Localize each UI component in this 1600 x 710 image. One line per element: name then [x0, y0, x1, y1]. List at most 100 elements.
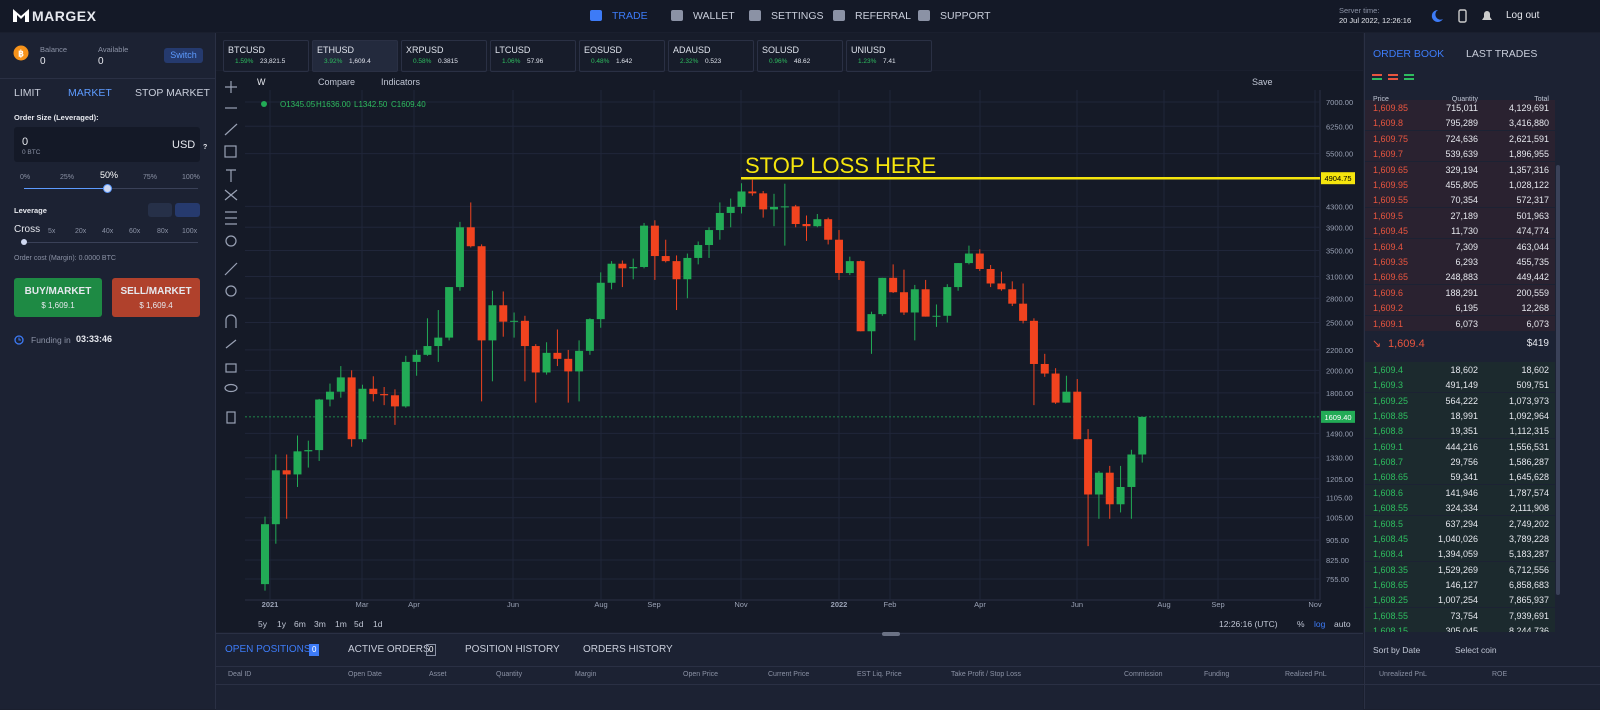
positions-tab[interactable]: OPEN POSITIONS: [225, 644, 311, 655]
positions-tab[interactable]: ACTIVE ORDERS: [348, 644, 430, 655]
book-row[interactable]: [1365, 269, 1555, 285]
book-row[interactable]: [1365, 607, 1555, 623]
percent-toggle[interactable]: %: [1297, 619, 1305, 629]
order-tab[interactable]: LIMIT: [14, 87, 41, 99]
ticker[interactable]: [846, 40, 932, 72]
header-icons[interactable]: [1430, 8, 1500, 24]
range-button[interactable]: 5d: [354, 619, 364, 629]
leverage-mark[interactable]: 40x: [102, 228, 114, 235]
nav-item[interactable]: SUPPORT: [940, 10, 991, 22]
auto-toggle[interactable]: auto: [1334, 619, 1351, 629]
ticker[interactable]: [490, 40, 576, 72]
leverage-mark[interactable]: 5x: [48, 228, 56, 235]
book-row[interactable]: [1365, 622, 1555, 632]
nav-icon[interactable]: [590, 10, 602, 21]
save[interactable]: Save: [1252, 77, 1273, 87]
book-row[interactable]: [1365, 515, 1555, 531]
logo[interactable]: MARGEX: [32, 8, 97, 24]
range-button[interactable]: 1d: [373, 619, 383, 629]
book-row[interactable]: [1365, 576, 1555, 592]
book-row[interactable]: [1365, 592, 1555, 608]
nav-item[interactable]: REFERRAL: [855, 10, 912, 22]
book-row[interactable]: [1365, 561, 1555, 577]
book-row[interactable]: [1365, 392, 1555, 408]
interval[interactable]: W: [257, 77, 266, 87]
order-size-input[interactable]: [14, 127, 200, 162]
book-row[interactable]: [1365, 238, 1555, 254]
leverage-knob[interactable]: [21, 239, 27, 245]
nav-icon[interactable]: [749, 10, 761, 21]
book-row[interactable]: [1365, 207, 1555, 223]
book-row[interactable]: [1365, 377, 1555, 393]
scrollbar[interactable]: [1556, 165, 1560, 595]
size-mark[interactable]: 75%: [143, 174, 158, 181]
book-row[interactable]: [1365, 530, 1555, 546]
nav-item[interactable]: SETTINGS: [771, 10, 824, 22]
nav-icon[interactable]: [918, 10, 930, 21]
nav-icon[interactable]: [671, 10, 683, 21]
book-row[interactable]: [1365, 408, 1555, 424]
ticker[interactable]: [223, 40, 309, 72]
book-row[interactable]: [1365, 438, 1555, 454]
nav-item[interactable]: TRADE: [612, 10, 648, 22]
book-row[interactable]: [1365, 315, 1555, 331]
ticker[interactable]: [757, 40, 843, 72]
size-mark[interactable]: 50%: [100, 170, 119, 180]
leverage-mark[interactable]: 80x: [157, 228, 169, 235]
book-row[interactable]: [1365, 500, 1555, 516]
log-toggle[interactable]: log: [1314, 619, 1326, 629]
book-row[interactable]: [1365, 484, 1555, 500]
auto-button[interactable]: [175, 203, 200, 217]
positions-tab[interactable]: POSITION HISTORY: [465, 644, 560, 655]
help[interactable]: ?: [203, 144, 208, 151]
ticker[interactable]: [312, 40, 398, 72]
book-row[interactable]: [1365, 146, 1555, 162]
leverage-mark[interactable]: 20x: [75, 228, 87, 235]
range-button[interactable]: 6m: [294, 619, 306, 629]
sell-button[interactable]: [112, 278, 200, 317]
select-coin[interactable]: Select coin: [1455, 645, 1497, 655]
leverage-slider[interactable]: [24, 242, 198, 243]
positions-tab[interactable]: ORDERS HISTORY: [583, 644, 673, 655]
edit-button[interactable]: [148, 203, 172, 217]
resize-handle[interactable]: [882, 632, 900, 636]
book-row[interactable]: [1365, 223, 1555, 239]
book-tab[interactable]: LAST TRADES: [1466, 48, 1538, 60]
size-mark[interactable]: 25%: [60, 174, 75, 181]
sort[interactable]: Sort by Date: [1373, 645, 1421, 655]
book-row[interactable]: [1365, 161, 1555, 177]
book-row[interactable]: [1365, 100, 1555, 115]
range-button[interactable]: 3m: [314, 619, 326, 629]
ticker[interactable]: [579, 40, 665, 72]
book-row[interactable]: [1365, 423, 1555, 439]
book-row[interactable]: [1365, 454, 1555, 470]
book-row[interactable]: [1365, 130, 1555, 146]
book-tab[interactable]: ORDER BOOK: [1373, 48, 1445, 60]
nav-item[interactable]: WALLET: [693, 10, 735, 22]
logout[interactable]: Log out: [1506, 10, 1540, 21]
nav-icon[interactable]: [833, 10, 845, 21]
drawing-tools[interactable]: [224, 81, 238, 424]
indicators[interactable]: Indicators: [381, 77, 421, 87]
buy-button[interactable]: [14, 278, 102, 317]
book-view-icons[interactable]: [1372, 73, 1417, 81]
book-row[interactable]: [1365, 254, 1555, 269]
size-mark[interactable]: 0%: [20, 174, 31, 181]
order-tab[interactable]: STOP MARKET: [135, 87, 210, 99]
range-button[interactable]: 1y: [277, 619, 286, 629]
book-row[interactable]: [1365, 546, 1555, 562]
size-knob[interactable]: [103, 184, 112, 193]
book-row[interactable]: [1365, 284, 1555, 300]
book-row[interactable]: [1365, 300, 1555, 316]
ticker[interactable]: [401, 40, 487, 72]
book-row[interactable]: [1365, 192, 1555, 208]
order-tab[interactable]: MARKET: [68, 87, 112, 99]
book-row[interactable]: [1365, 469, 1555, 485]
leverage-mark[interactable]: 100x: [182, 228, 198, 235]
book-row[interactable]: [1365, 177, 1555, 192]
range-button[interactable]: 1m: [335, 619, 347, 629]
book-row[interactable]: [1365, 115, 1555, 131]
ticker[interactable]: [668, 40, 754, 72]
size-mark[interactable]: 100%: [182, 174, 200, 181]
range-button[interactable]: 5y: [258, 619, 267, 629]
